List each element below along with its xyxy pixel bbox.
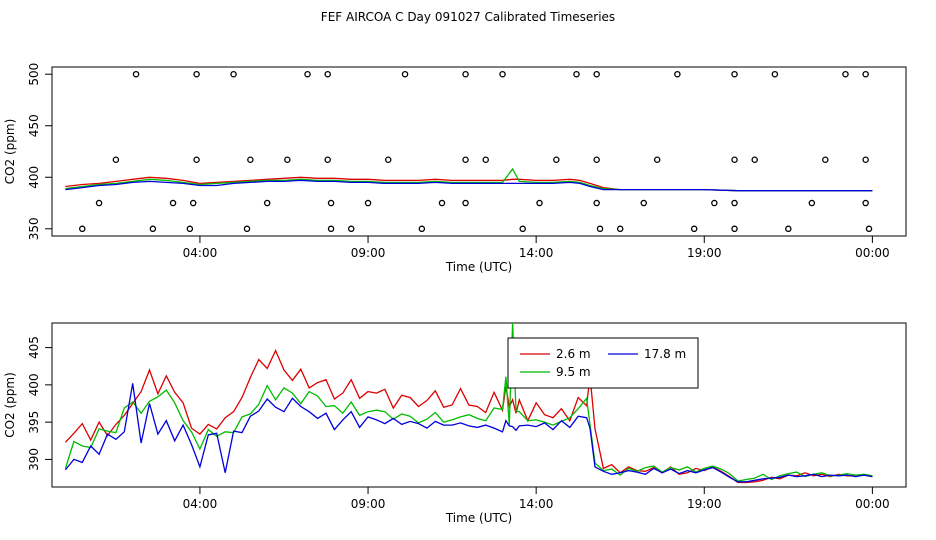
data-point (462, 199, 469, 207)
data-point (593, 156, 600, 163)
data-point (438, 199, 446, 207)
data-point (519, 225, 526, 233)
x-tick-label: 09:00 (351, 246, 386, 260)
data-point (771, 70, 779, 78)
data-point (536, 199, 543, 207)
data-point (132, 70, 140, 78)
data-point (193, 156, 200, 163)
panel-top: 04:00 09:00 14:00 19:00 00:00 350 400 450 500 Tim… (3, 63, 907, 274)
y-tick-label: 350 (27, 217, 41, 240)
data-point (347, 225, 355, 233)
data-point (462, 70, 469, 78)
data-point (785, 225, 792, 233)
y-tick-label: 390 (27, 448, 41, 471)
data-point (862, 70, 869, 78)
x-tick-label: 14:00 (519, 246, 554, 260)
data-point (822, 156, 829, 163)
y-tick-label: 500 (27, 63, 41, 86)
legend-label: 17.8 m (644, 347, 686, 361)
data-point (674, 70, 681, 78)
data-point (364, 199, 372, 207)
y-tick-label: 400 (27, 166, 41, 189)
data-point (616, 225, 624, 233)
legend-label: 9.5 m (556, 365, 591, 379)
data-point (95, 199, 103, 207)
x-tick-label: 19:00 (687, 246, 722, 260)
data-point (593, 70, 600, 78)
data-point (482, 156, 489, 163)
data-point (865, 225, 873, 233)
data-point (112, 156, 120, 163)
series-line-3 (64, 383, 873, 483)
data-point (499, 70, 506, 78)
data-point (751, 156, 758, 163)
x-axis-label: Time (UTC) (445, 511, 512, 525)
data-point (842, 70, 849, 78)
x-tick-label: 14:00 (519, 497, 554, 511)
y-axis-label: CO2 (ppm) (3, 372, 17, 438)
data-point (653, 156, 661, 163)
data-point (169, 199, 177, 207)
data-point (79, 225, 86, 233)
data-point (596, 225, 604, 233)
x-tick-label: 04:00 (183, 246, 218, 260)
data-point (327, 199, 335, 207)
data-point (324, 156, 331, 163)
data-point (418, 225, 426, 233)
data-point (731, 199, 738, 207)
plot-frame (51, 322, 907, 488)
data-point (186, 225, 194, 233)
data-point (640, 199, 647, 207)
data-point (731, 70, 738, 78)
data-point (230, 70, 237, 78)
y-tick-label: 405 (27, 336, 41, 359)
series-line-3 (65, 179, 873, 192)
legend-box (507, 337, 699, 389)
data-point (324, 70, 331, 78)
y-axis-label: CO2 (ppm) (3, 119, 17, 185)
data-point (384, 156, 392, 163)
data-point (284, 156, 291, 163)
data-point (462, 156, 469, 163)
data-point (553, 156, 560, 163)
data-point (862, 199, 869, 207)
data-point (711, 199, 718, 207)
data-point (690, 225, 698, 233)
x-axis-label: Time (UTC) (445, 260, 512, 274)
data-point (189, 199, 197, 207)
data-point (808, 199, 816, 207)
y-tick-label: 395 (27, 411, 41, 434)
data-point (573, 70, 580, 78)
x-tick-label: 00:00 (855, 246, 890, 260)
data-point (731, 156, 738, 163)
y-tick-label: 400 (27, 373, 41, 396)
chart-title: FEF AIRCOA C Day 091027 Calibrated Times… (321, 10, 615, 24)
data-point (862, 156, 869, 163)
legend-label: 2.6 m (556, 347, 591, 361)
data-point (731, 225, 738, 233)
series-line-2 (64, 323, 873, 482)
data-point (247, 156, 254, 163)
data-point (263, 199, 271, 207)
data-point (401, 70, 409, 78)
y-tick-label: 450 (27, 114, 41, 137)
data-point (327, 225, 335, 233)
series-line-1 (64, 349, 873, 484)
x-tick-label: 19:00 (687, 497, 722, 511)
x-tick-label: 00:00 (855, 497, 890, 511)
plot-frame (51, 66, 907, 237)
panel-bottom: 04:00 09:00 14:00 19:00 00:00 390 395 400 405 Tim… (3, 322, 907, 525)
x-tick-label: 04:00 (183, 497, 218, 511)
data-point (243, 225, 251, 233)
data-point (593, 199, 600, 207)
x-tick-label: 09:00 (351, 497, 386, 511)
data-point (304, 70, 311, 78)
data-point (149, 225, 157, 233)
data-point (193, 70, 200, 78)
